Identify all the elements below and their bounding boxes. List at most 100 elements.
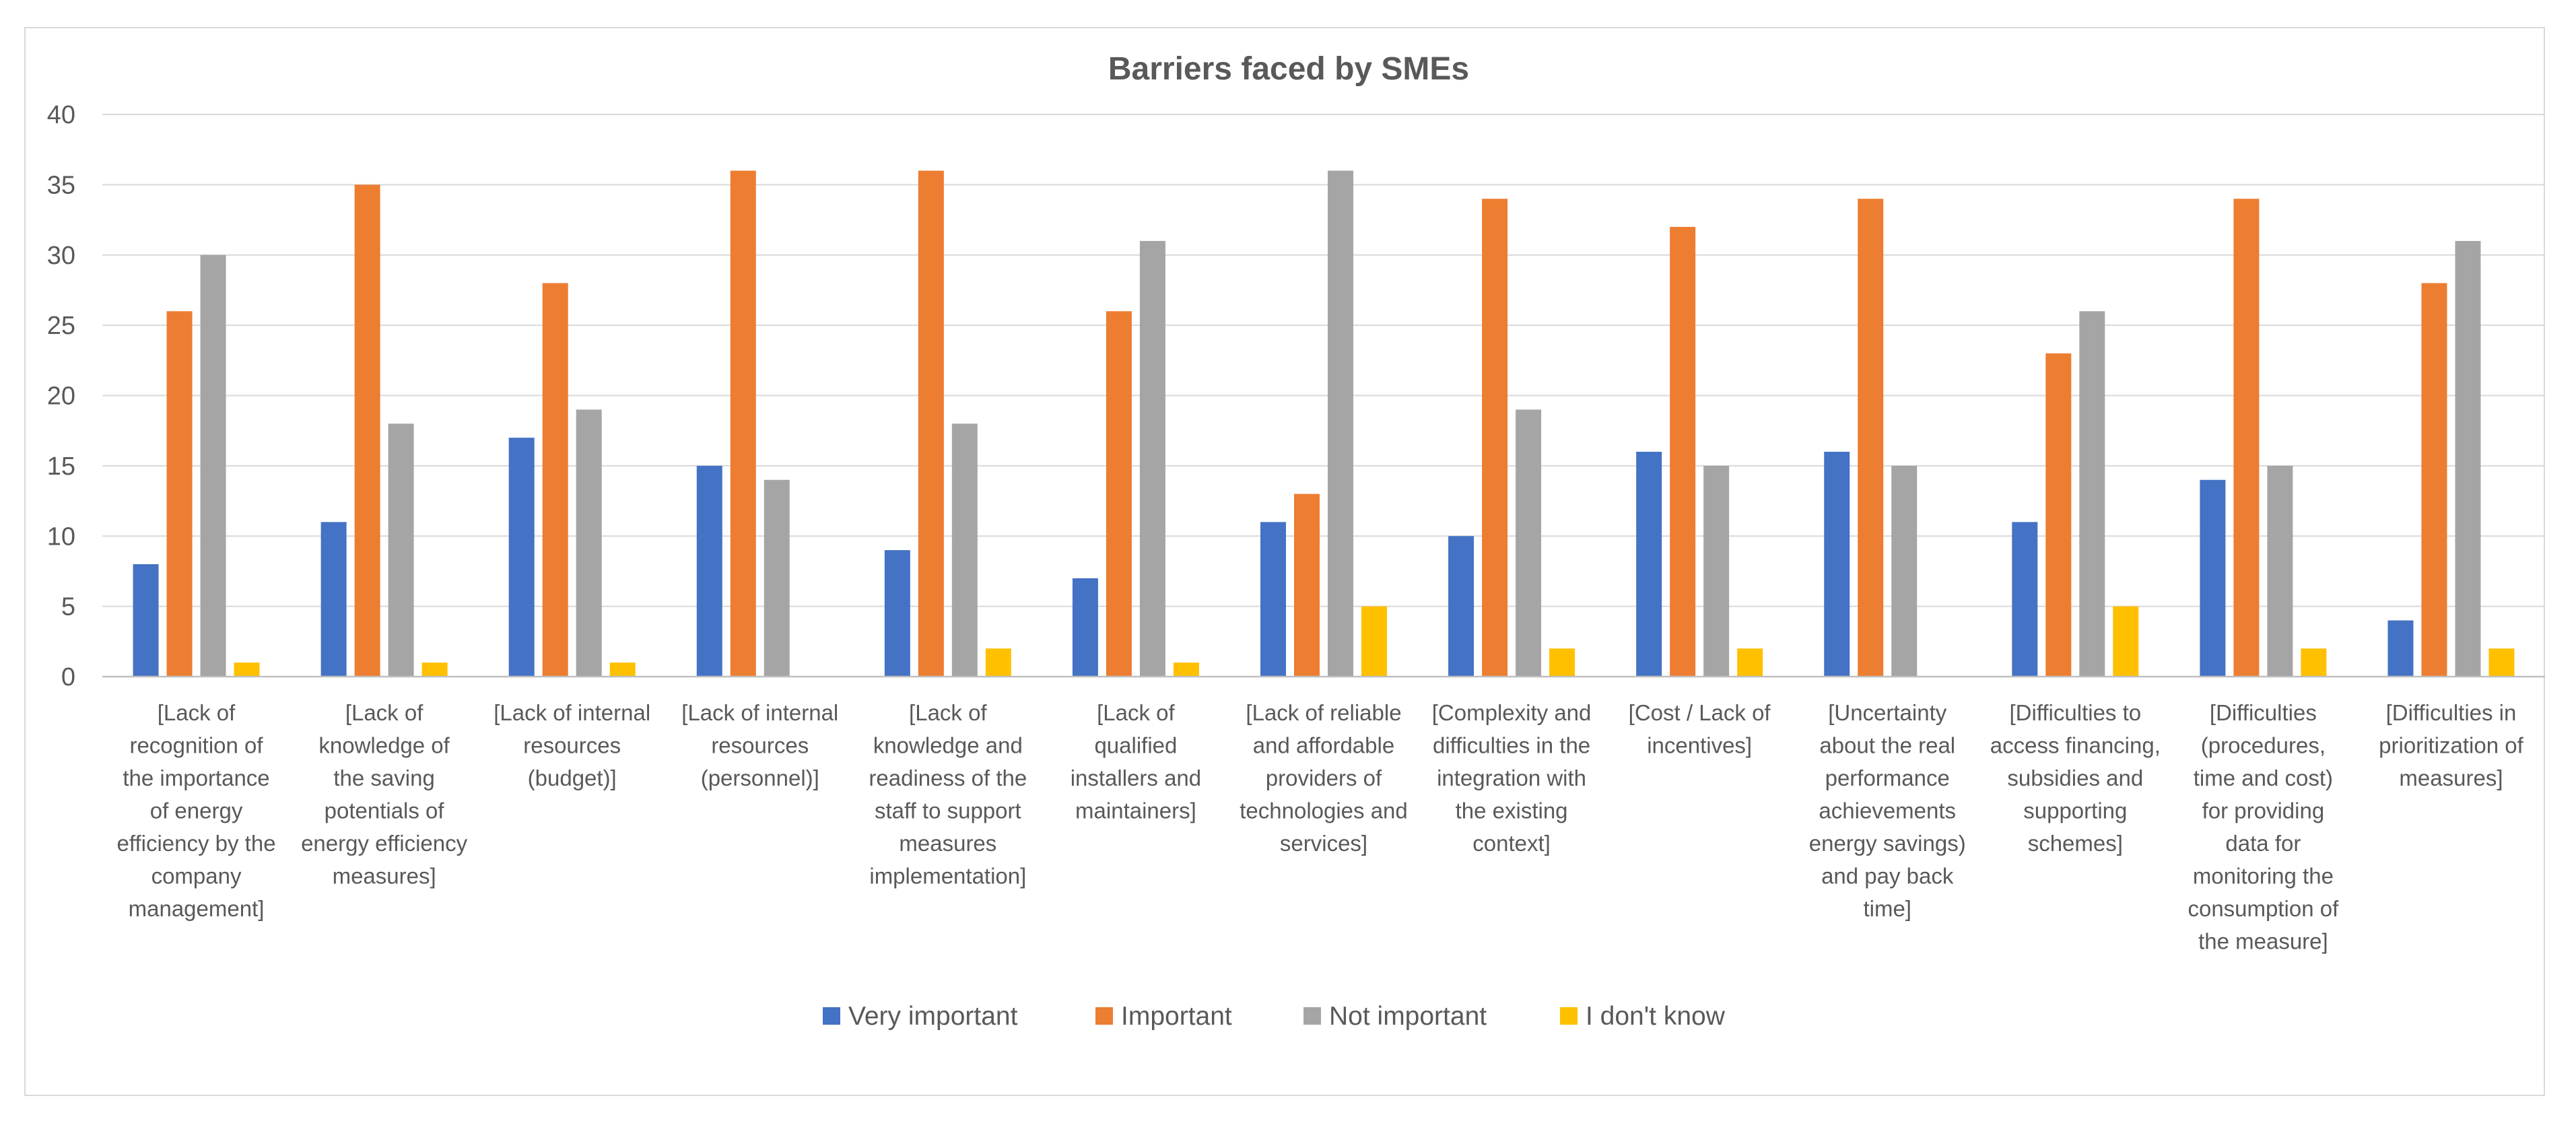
bar-very-important — [1636, 452, 1662, 677]
x-category-label-line: about the real — [1819, 733, 1955, 758]
x-category-label-line: integration with — [1437, 765, 1586, 790]
x-category-label-line: [Lack of — [909, 700, 987, 725]
x-category-label-line: installers and — [1071, 765, 1201, 790]
x-category-label-line: the saving — [333, 765, 434, 790]
x-category-label: [Cost / Lack of incentives] — [1629, 700, 1771, 758]
x-category-label-line: company — [151, 864, 242, 889]
x-category-label-line: staff to support — [875, 798, 1021, 823]
bar-not-important — [1516, 409, 1542, 677]
x-category-label: [Lack of recognition of the importance of e… — [117, 700, 276, 921]
x-category-label-line: subsidies and — [2007, 765, 2143, 790]
legend-label: Important — [1121, 1002, 1232, 1031]
bar-very-important — [320, 522, 347, 677]
bar-i-don-t-know — [2113, 606, 2139, 677]
x-category-label-line: [Lack of reliable — [1246, 700, 1401, 725]
x-category-label: [Lack of reliable and affordable providers… — [1240, 700, 1408, 856]
x-category-label: [Lack of qualified installers and maintaine… — [1071, 700, 1201, 823]
x-category-label-line: [Complexity and — [1432, 700, 1592, 725]
x-category-label-line: of energy — [150, 798, 243, 823]
x-category-label-line: qualified — [1094, 733, 1177, 758]
y-tick-label: 5 — [61, 593, 75, 621]
bar-not-important — [200, 254, 226, 677]
x-category-label-line: [Lack of — [345, 700, 423, 725]
x-category-label-line: (personnel)] — [701, 765, 819, 790]
x-category-label-line: performance — [1825, 765, 1950, 790]
bar-very-important — [1260, 522, 1286, 677]
x-category-label-line: the measure] — [2198, 929, 2328, 954]
x-category-label-line: management] — [129, 896, 265, 921]
bar-not-important — [1703, 465, 1730, 677]
x-category-label-line: and pay back — [1821, 864, 1954, 889]
y-axis-ticks: 0 5 10 15 20 25 30 35 40 — [47, 101, 75, 691]
legend-swatch — [1303, 1007, 1321, 1025]
x-category-label-line: resources — [523, 733, 621, 758]
bar-i-don-t-know — [609, 662, 636, 677]
bar-important — [1294, 494, 1320, 677]
chart-title: Barriers faced by SMEs — [1108, 51, 1469, 87]
x-category-label-line: energy efficiency — [301, 831, 468, 856]
bar-not-important — [1139, 240, 1165, 677]
x-category-label-line: for providing — [2202, 798, 2325, 823]
x-category-label-line: [Lack of internal — [494, 700, 650, 725]
x-category-label-line: prioritization of — [2379, 733, 2523, 758]
y-tick-label: 15 — [47, 452, 75, 481]
x-category-label-line: supporting — [2023, 798, 2127, 823]
x-category-label-line: measures] — [2399, 765, 2503, 790]
x-category-label-line: access financing, — [1990, 733, 2161, 758]
x-category-label-line: [Lack of — [158, 700, 236, 725]
x-category-label-line: time and cost) — [2194, 765, 2333, 790]
bar-very-important — [2387, 620, 2414, 677]
x-category-label-line: implementation] — [869, 864, 1026, 889]
x-category-label-line: measures — [899, 831, 996, 856]
x-category-label-line: [Difficulties in — [2386, 700, 2517, 725]
x-category-label-line: and affordable — [1253, 733, 1394, 758]
legend-swatch — [1560, 1007, 1578, 1025]
bar-important — [2045, 353, 2072, 677]
x-category-label-line: [Difficulties to — [2009, 700, 2141, 725]
x-category-label: [Difficulties in prioritization of measure… — [2379, 700, 2523, 790]
bar-i-don-t-know — [2301, 648, 2327, 677]
bar-very-important — [884, 550, 910, 677]
bar-i-don-t-know — [1737, 648, 1763, 677]
bar-i-don-t-know — [234, 662, 260, 677]
legend-swatch — [823, 1007, 840, 1025]
bar-not-important — [2079, 311, 2105, 677]
x-category-label-line: energy savings) — [1809, 831, 1966, 856]
x-category-label-line: consumption of — [2188, 896, 2339, 921]
bar-important — [2233, 199, 2260, 677]
y-tick-label: 10 — [47, 522, 75, 551]
x-category-label-line: knowledge and — [873, 733, 1023, 758]
x-category-label-line: recognition of — [129, 733, 263, 758]
y-tick-label: 0 — [61, 663, 75, 691]
bar-important — [1858, 199, 1884, 677]
bar-important — [730, 170, 756, 677]
bar-important — [1670, 227, 1696, 677]
bar-important — [918, 170, 944, 677]
x-category-label-line: data for — [2225, 831, 2301, 856]
bar-not-important — [2455, 240, 2481, 677]
bar-very-important — [508, 438, 535, 677]
x-category-label-line: measures] — [333, 864, 436, 889]
x-category-label-line: context] — [1472, 831, 1551, 856]
x-category-label-line: [Lack of internal — [681, 700, 838, 725]
x-category-label-line: the existing — [1456, 798, 1568, 823]
bar-very-important — [1448, 536, 1475, 677]
x-category-label: [Lack of knowledge and readiness of the sta… — [869, 700, 1027, 889]
x-category-label-line: readiness of the — [869, 765, 1027, 790]
x-category-label: [Uncertainty about the real performance ach… — [1809, 700, 1966, 921]
x-axis-labels: [Lack of recognition of the importance of e… — [117, 700, 2524, 954]
x-category-label: [Difficulties (procedures, time and cost) f… — [2188, 700, 2339, 954]
bar-important — [2421, 283, 2447, 677]
gridlines — [102, 114, 2545, 607]
x-category-label-line: [Lack of — [1097, 700, 1175, 725]
bar-not-important — [576, 409, 602, 677]
bar-very-important — [2200, 479, 2226, 677]
bar-not-important — [388, 423, 414, 677]
x-category-label-line: monitoring the — [2193, 864, 2334, 889]
x-category-label-line: [Difficulties — [2210, 700, 2317, 725]
bar-i-don-t-know — [421, 662, 448, 677]
x-category-label-line: incentives] — [1647, 733, 1752, 758]
bar-very-important — [696, 465, 722, 677]
bar-important — [542, 283, 568, 677]
bar-not-important — [951, 423, 978, 677]
